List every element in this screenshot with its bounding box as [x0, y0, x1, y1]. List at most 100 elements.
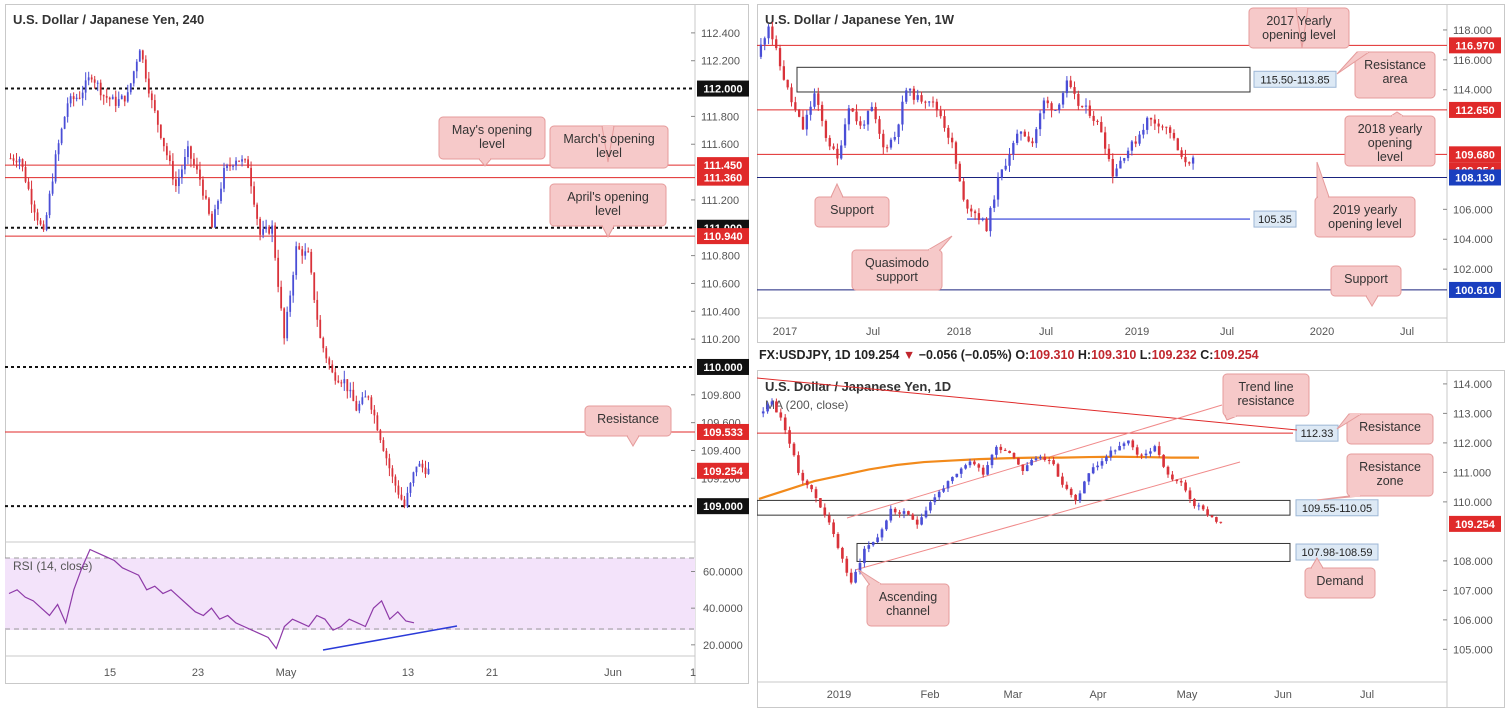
- 1w-candle: [775, 39, 778, 49]
- 4h-candle: [162, 137, 165, 147]
- 1d-candle: [1039, 456, 1042, 459]
- 1w-candle: [1008, 154, 1011, 166]
- 1d-candle: [1083, 481, 1086, 494]
- usdjpy-weekly-chart[interactable]: U.S. Dollar / Japanese Yen, 1W 115.50-11…: [757, 4, 1505, 343]
- callout-text: level: [595, 204, 621, 218]
- 4h-candle: [238, 160, 240, 162]
- time-tick-label: Mar: [1004, 689, 1023, 701]
- 1w-candle: [970, 208, 973, 212]
- 1d-candle: [788, 430, 791, 444]
- time-tick-label: Jul: [866, 326, 880, 338]
- 1d-candle: [1047, 459, 1051, 461]
- 1w-candle: [1096, 120, 1099, 122]
- 1d-candle: [986, 465, 989, 475]
- 1w-candle: [866, 111, 870, 125]
- 4h-candle: [138, 50, 141, 62]
- 4h-candle: [193, 158, 195, 165]
- price-tick-label: 111.600: [701, 139, 739, 151]
- price-tag: [697, 157, 749, 174]
- 4h-candle: [168, 155, 171, 162]
- time-tick-label: Jul: [1220, 326, 1234, 338]
- callout-box: [814, 196, 890, 228]
- 4h-candle: [283, 308, 286, 339]
- 4h-candle: [244, 159, 246, 161]
- 1d-candle: [1043, 456, 1047, 460]
- callout-demand: Demand: [1304, 557, 1376, 599]
- 4h-candle: [60, 128, 63, 144]
- 1w-candle: [897, 124, 900, 138]
- usdjpy-4h-chart[interactable]: U.S. Dollar / Japanese Yen, 240 RSI (14,…: [5, 4, 749, 684]
- 1d-candle: [827, 515, 831, 523]
- 4h-candle: [126, 92, 129, 102]
- 4h-candle: [102, 95, 105, 97]
- 4h-candle: [313, 272, 316, 300]
- price-tick-label: 111.800: [701, 111, 739, 123]
- 1w-candle: [874, 106, 877, 120]
- rsi-tick-label: 40.0000: [703, 603, 743, 615]
- zone-label-box: [1295, 424, 1339, 442]
- 1d-candle: [999, 446, 1003, 450]
- 1d-candle: [810, 485, 813, 490]
- rsi-line: [8, 548, 415, 650]
- 4h-candle: [84, 80, 87, 93]
- 1w-candle: [1054, 109, 1057, 111]
- 4h-candle: [250, 167, 252, 187]
- time-tick-label: Jun: [1274, 689, 1292, 701]
- usdjpy-daily-chart[interactable]: U.S. Dollar / Japanese Yen, 1D MA (200, …: [757, 370, 1505, 708]
- 1d-candle: [1122, 443, 1126, 446]
- 4h-candle: [247, 159, 249, 168]
- 4h-candle: [355, 401, 358, 411]
- 1w-candle: [1172, 132, 1176, 139]
- 4h-candle: [268, 226, 271, 234]
- demand-zone-box: [856, 542, 1291, 562]
- price-tag: [697, 498, 749, 515]
- 1d-candle: [867, 545, 871, 549]
- 1d-candle: [1197, 505, 1201, 507]
- 4h-candle: [235, 160, 237, 166]
- 4h-candle: [120, 95, 123, 100]
- 1d-candle: [898, 512, 901, 514]
- low-label: L:: [1139, 348, 1152, 362]
- 4h-candle: [325, 348, 328, 359]
- 1w-candle: [920, 95, 923, 102]
- 1d-candle: [832, 522, 835, 535]
- 1d-candle: [889, 508, 893, 521]
- 4h-candle: [171, 161, 174, 180]
- 4h-candle: [21, 159, 24, 168]
- 1w-candle: [1004, 165, 1007, 170]
- 4h-candle: [289, 295, 292, 312]
- callout-text: opening level: [1328, 217, 1402, 231]
- price-tick-label: 116.000: [1453, 55, 1492, 67]
- 1w-candle: [977, 213, 981, 221]
- 1w-candle: [859, 121, 862, 126]
- 1w-candle: [996, 177, 1000, 200]
- 4h-candle: [96, 82, 99, 84]
- 1w-candle: [855, 111, 858, 122]
- price-tick-label: 105.000: [1453, 644, 1493, 656]
- 4h-candle: [66, 103, 69, 117]
- 4h-candle: [319, 319, 322, 338]
- 4h-candle: [226, 165, 228, 168]
- 4h-candle: [382, 440, 385, 451]
- 4h-candle: [322, 337, 325, 349]
- 4h-candle: [27, 181, 30, 189]
- 4h-candle: [196, 164, 198, 170]
- time-tick-label: Jul: [1360, 689, 1374, 701]
- 1d-candle: [920, 517, 923, 525]
- 4h-candle: [334, 372, 337, 381]
- 4h-candle: [165, 146, 168, 156]
- 1w-candle: [939, 110, 942, 117]
- 4h-candle: [391, 468, 394, 477]
- 1w-candle: [786, 79, 789, 88]
- 1w-candle: [943, 116, 946, 128]
- 1w-candle: [1023, 131, 1026, 137]
- callout-resistance-4h: Resistance: [584, 405, 672, 447]
- zone-label-box: [1253, 210, 1297, 228]
- 1d-candle: [1074, 494, 1077, 501]
- callout-text: 2019 yearly: [1333, 203, 1398, 217]
- 1d-candle: [797, 455, 800, 473]
- 1w-candle: [993, 199, 996, 208]
- 4h-candle: [105, 96, 108, 98]
- chart-title-4h: U.S. Dollar / Japanese Yen, 240: [13, 12, 204, 27]
- zone-label-resistance-area: 115.50-113.85: [1260, 74, 1329, 86]
